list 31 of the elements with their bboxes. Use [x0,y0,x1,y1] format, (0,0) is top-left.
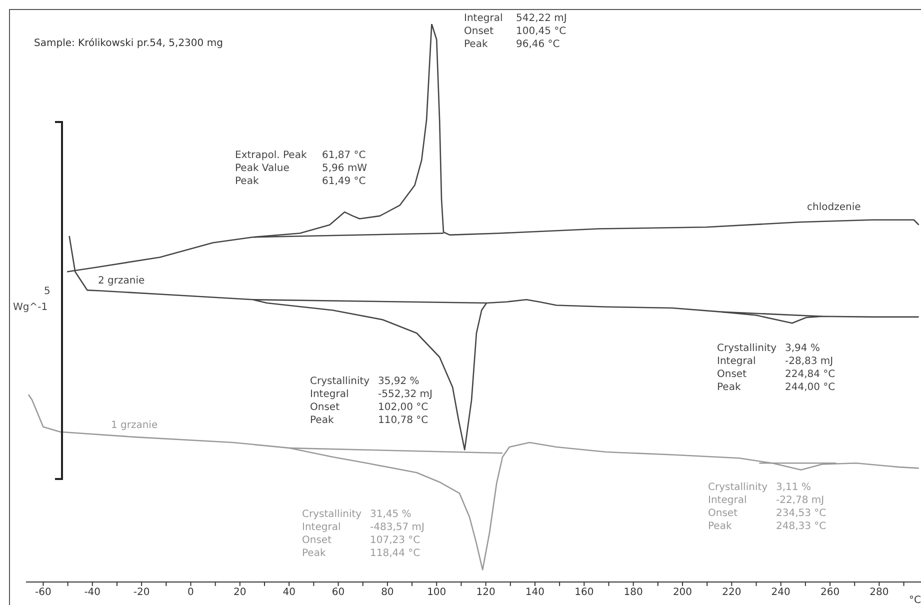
x-tick-label: 80 [381,587,394,598]
annotation: Wg^-1 [13,301,48,314]
x-tick-label: 60 [332,587,345,598]
text: Crystallinity 31,45 % Integral -483,57 mJ Onset 107,23 °C Peak 118,44 °C [302,509,424,559]
text: Extrapol. Peak 61,87 °C Peak Value 5,96 mW Peak 61,49 °C [235,150,368,187]
x-tick-label: 180 [624,587,643,598]
x-tick-label: 260 [820,587,840,598]
x-tick-label: 160 [574,587,594,598]
x-tick-label: 40 [282,587,296,598]
text: Integral 542,22 mJ Onset 100,45 °C Peak 96,46 °C [464,13,567,50]
x-tick-label: -60 [35,587,52,598]
x-tick-label: 200 [672,587,692,598]
series-label: 2 grzanie [98,276,145,287]
series-label: chlodzenie [807,202,861,214]
text: Crystallinity 3,94 % Integral -28,83 mJ Onset 224,84 °C Peak 244,00 °C [717,343,836,393]
x-tick-label: -40 [84,587,101,598]
x-tick-label: 140 [525,587,545,598]
x-axis-title: °C [909,595,921,605]
x-tick-label: 220 [722,587,742,598]
annotation: 5 [44,285,50,298]
x-tick-label: 240 [771,587,790,598]
x-tick-label: 20 [234,587,246,598]
x-tick-label: 100 [427,587,446,598]
x-tick-label: 0 [188,587,194,598]
x-tick-label: 120 [476,587,496,598]
series-label: 1 grzanie [110,420,158,431]
text: Crystallinity 3,11 % Integral -22,78 mJ Onset 234,53 °C Peak 248,33 °C [708,482,826,532]
text: Crystallinity 35,92 % Integral -552,32 mJ Onset 102,00 °C Peak 110,78 °C [310,376,432,426]
x-tick-label: -20 [133,587,150,598]
text: Sample: Królikowski pr.54, 5,2300 mg [34,38,223,49]
x-tick-label: 280 [870,587,889,598]
